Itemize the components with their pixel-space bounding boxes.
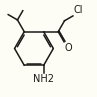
Text: Cl: Cl (73, 5, 83, 15)
Text: O: O (65, 43, 72, 53)
Text: NH2: NH2 (33, 74, 54, 84)
